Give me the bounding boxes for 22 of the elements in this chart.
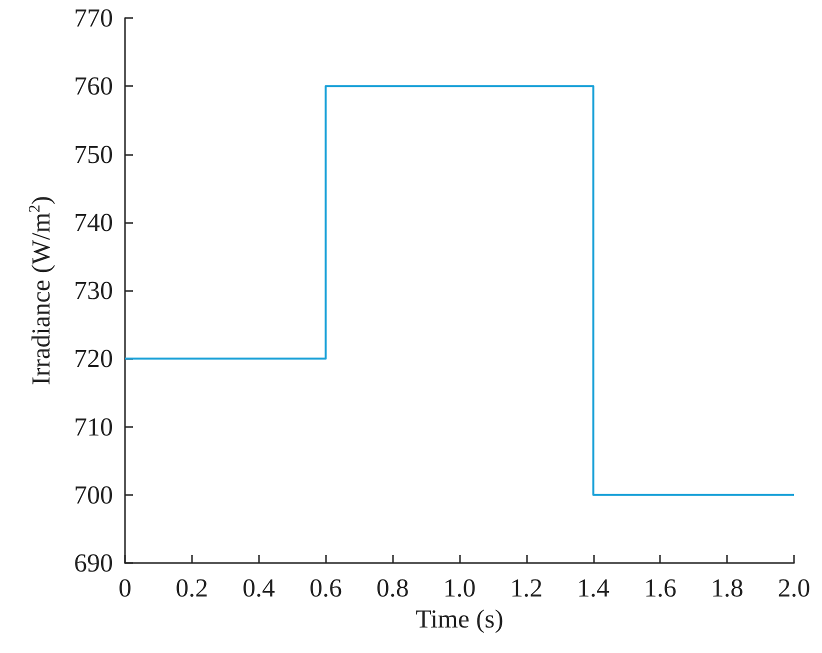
y-tick-label: 750 bbox=[74, 140, 113, 169]
x-tick-label: 1.0 bbox=[443, 574, 476, 602]
y-tick-label: 710 bbox=[74, 412, 113, 442]
x-tick-label: 0.8 bbox=[376, 574, 409, 602]
y-tick-label: 720 bbox=[74, 344, 113, 374]
x-tick-label: 2.0 bbox=[778, 574, 810, 602]
y-tick-label: 730 bbox=[74, 276, 113, 305]
x-tick-label: 1.2 bbox=[510, 574, 543, 602]
y-tick-label: 690 bbox=[74, 548, 113, 578]
x-tick-label: 0 bbox=[118, 574, 132, 602]
x-tick-label: 1.4 bbox=[577, 574, 610, 602]
y-axis-title: Irradiance (W/m2) bbox=[26, 196, 56, 386]
y-tick-label: 770 bbox=[74, 4, 113, 32]
y-tick-label: 700 bbox=[74, 480, 113, 510]
x-tick-label: 0.4 bbox=[242, 574, 276, 602]
x-tick-label: 0.2 bbox=[176, 574, 208, 602]
y-tick-label: 740 bbox=[74, 208, 113, 237]
y-tick-label: 760 bbox=[74, 72, 113, 101]
x-tick-label: 1.8 bbox=[710, 574, 744, 602]
x-axis-title: Time (s) bbox=[416, 604, 504, 634]
x-tick-label: 0.6 bbox=[309, 574, 342, 602]
x-tick-label: 1.6 bbox=[644, 574, 676, 602]
